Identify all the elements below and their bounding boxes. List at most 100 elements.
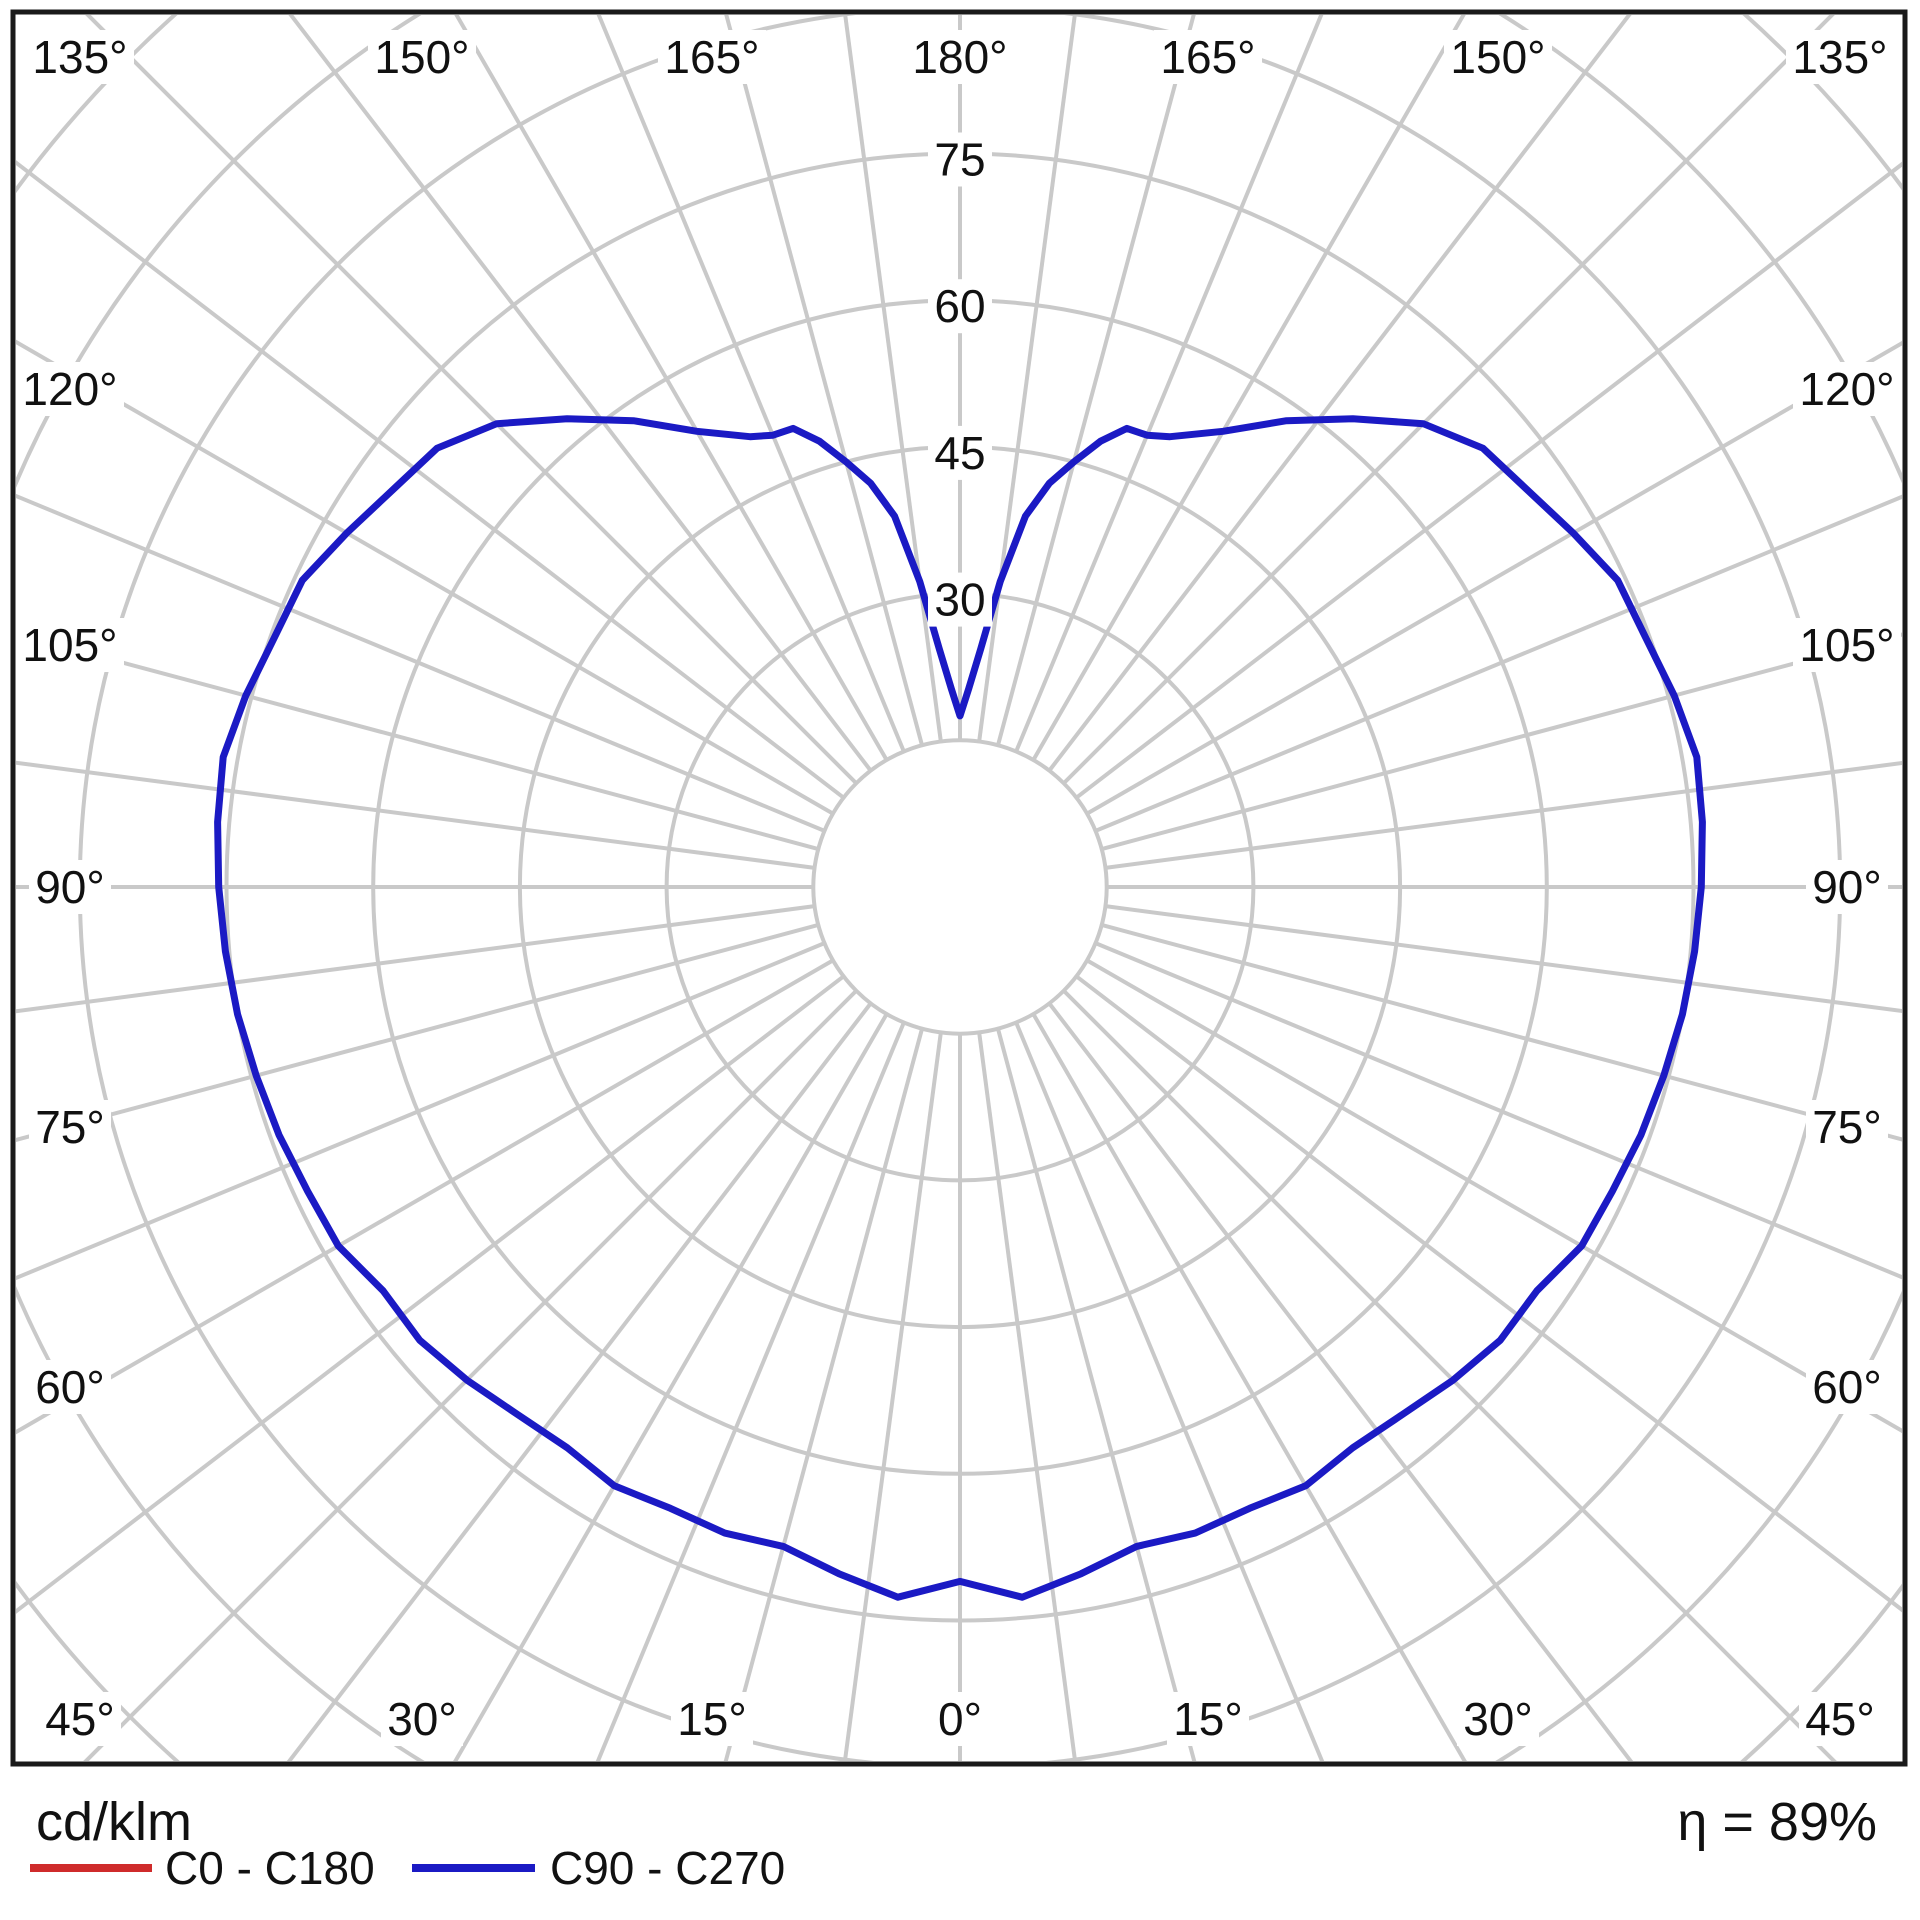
grid-ray bbox=[1094, 494, 1902, 833]
grid-ray bbox=[16, 941, 826, 1281]
grid-ray bbox=[596, 15, 906, 753]
angle-tick-label-bottom-bg bbox=[39, 1692, 121, 1746]
grid-ray bbox=[723, 1028, 924, 1761]
grid-ray bbox=[843, 15, 943, 742]
radial-tick-label-bg bbox=[928, 132, 992, 187]
grid-ray bbox=[1014, 15, 1324, 753]
legend-label-c90-c270: C90 - C270 bbox=[550, 1842, 785, 1894]
angle-tick-label-top: 150° bbox=[1450, 31, 1545, 83]
angle-tick-label-right-bg bbox=[1806, 1100, 1888, 1154]
grid-ray bbox=[1105, 904, 1902, 1014]
grid-ray bbox=[16, 923, 819, 1143]
angle-tick-label-right-bg bbox=[1806, 1360, 1888, 1414]
radial-tick-label-bg bbox=[928, 572, 992, 627]
angle-tick-label-right: 75° bbox=[1812, 1101, 1882, 1153]
units-label: cd/klm bbox=[36, 1792, 192, 1852]
angle-tick-label-top: 135° bbox=[32, 31, 127, 83]
angle-tick-label-top: 150° bbox=[374, 31, 469, 83]
angle-tick-label-top: 135° bbox=[1792, 31, 1887, 83]
angle-tick-label-bottom-bg bbox=[381, 1692, 463, 1746]
radial-tick-label-bg bbox=[928, 279, 992, 334]
legend-label-c0-c180: C0 - C180 bbox=[165, 1842, 375, 1894]
series-group bbox=[214, 415, 1706, 1601]
grid-ray bbox=[16, 631, 819, 851]
radial-tick-label: 60 bbox=[934, 280, 985, 332]
radial-tick-label-bg bbox=[928, 425, 992, 480]
angle-tick-label-top-bg bbox=[1154, 30, 1262, 84]
angle-tick-label-right: 90° bbox=[1812, 861, 1882, 913]
angle-tick-label-bottom-bg bbox=[932, 1692, 988, 1746]
grid-ray bbox=[977, 1032, 1078, 1761]
grid-ray bbox=[1075, 161, 1902, 800]
angle-tick-label-left: 120° bbox=[22, 363, 117, 415]
radial-tick-label: 30 bbox=[934, 574, 985, 626]
angle-tick-label-top: 165° bbox=[664, 31, 759, 83]
grid-ray bbox=[996, 15, 1196, 746]
angle-tick-label-bottom: 15° bbox=[677, 1693, 747, 1745]
angle-tick-label-right-bg bbox=[1793, 362, 1901, 416]
grid-ray bbox=[1086, 958, 1902, 1434]
grid-ray bbox=[1062, 15, 1835, 785]
footer: cd/klm η = 89% C0 - C180 C90 - C270 bbox=[30, 1792, 1877, 1894]
grid-ray bbox=[1101, 632, 1902, 851]
grid-ray bbox=[16, 160, 845, 800]
grid-ray bbox=[1047, 15, 1632, 772]
angle-tick-label-right: 105° bbox=[1799, 619, 1894, 671]
angle-tick-label-bottom-bg bbox=[1457, 1692, 1539, 1746]
grid-ray bbox=[454, 15, 889, 761]
grid-ray bbox=[453, 1013, 889, 1761]
angle-tick-label-bottom: 30° bbox=[387, 1693, 457, 1745]
angle-tick-label-left: 75° bbox=[35, 1101, 105, 1153]
grid-ray bbox=[16, 760, 815, 870]
angle-tick-label-bottom-bg bbox=[1167, 1692, 1249, 1746]
angle-tick-label-left-bg bbox=[29, 1360, 111, 1414]
grid-ray bbox=[977, 15, 1077, 742]
plot-border bbox=[10, 9, 1908, 1767]
grid-ray bbox=[1047, 1002, 1634, 1761]
angle-tick-label-top-bg bbox=[1786, 30, 1894, 84]
angle-tick-label-top-bg bbox=[906, 30, 1014, 84]
radial-tick-label: 75 bbox=[934, 134, 985, 186]
angle-tick-label-left-bg bbox=[16, 362, 124, 416]
angle-tick-label-top-bg bbox=[368, 30, 476, 84]
angle-tick-label-top: 180° bbox=[912, 31, 1007, 83]
angle-tick-label-top-bg bbox=[658, 30, 766, 84]
angle-tick-label-top: 165° bbox=[1160, 31, 1255, 83]
angle-tick-label-left-bg bbox=[29, 860, 111, 914]
angle-tick-label-right: 60° bbox=[1812, 1361, 1882, 1413]
angle-tick-label-bottom: 45° bbox=[1805, 1693, 1875, 1745]
grid-ray bbox=[724, 15, 924, 746]
angle-tick-label-bottom: 30° bbox=[1463, 1693, 1533, 1745]
grid-ray bbox=[1094, 941, 1902, 1280]
grid-ray bbox=[1014, 1021, 1325, 1761]
angle-tick-label-right-bg bbox=[1806, 860, 1888, 914]
angle-tick-label-top-bg bbox=[1444, 30, 1552, 84]
radial-tick-label: 45 bbox=[934, 427, 985, 479]
grid-ray bbox=[1031, 15, 1466, 761]
grid-ray bbox=[16, 974, 845, 1614]
grid-ray bbox=[996, 1028, 1197, 1761]
angle-tick-label-bottom-bg bbox=[671, 1692, 753, 1746]
grid-ray bbox=[1031, 1013, 1467, 1761]
grid-ray bbox=[842, 1032, 943, 1761]
angle-tick-label-left-bg bbox=[16, 618, 124, 672]
angle-tick-label-bottom: 0° bbox=[938, 1693, 982, 1745]
angle-tick-label-bottom: 15° bbox=[1173, 1693, 1243, 1745]
grid-ray bbox=[85, 15, 858, 785]
grid-ray bbox=[1101, 923, 1902, 1142]
grid-ray bbox=[16, 958, 834, 1435]
axis-labels: 135° 150° 165° 180° 165° 150° 135° 45° 30° 15° 0° 1… bbox=[16, 30, 1901, 1746]
angle-tick-label-bottom: 45° bbox=[45, 1693, 115, 1745]
grid-ray bbox=[83, 989, 858, 1761]
grid-ray bbox=[1105, 760, 1902, 870]
grid-ray bbox=[16, 904, 815, 1014]
grid-ray bbox=[286, 1002, 873, 1761]
grid-ray bbox=[16, 339, 834, 816]
angle-tick-label-top-bg bbox=[26, 30, 134, 84]
angle-tick-label-left: 90° bbox=[35, 861, 105, 913]
angle-tick-label-left: 60° bbox=[35, 1361, 105, 1413]
angle-tick-label-left: 105° bbox=[22, 619, 117, 671]
grid-ray bbox=[1075, 974, 1902, 1613]
